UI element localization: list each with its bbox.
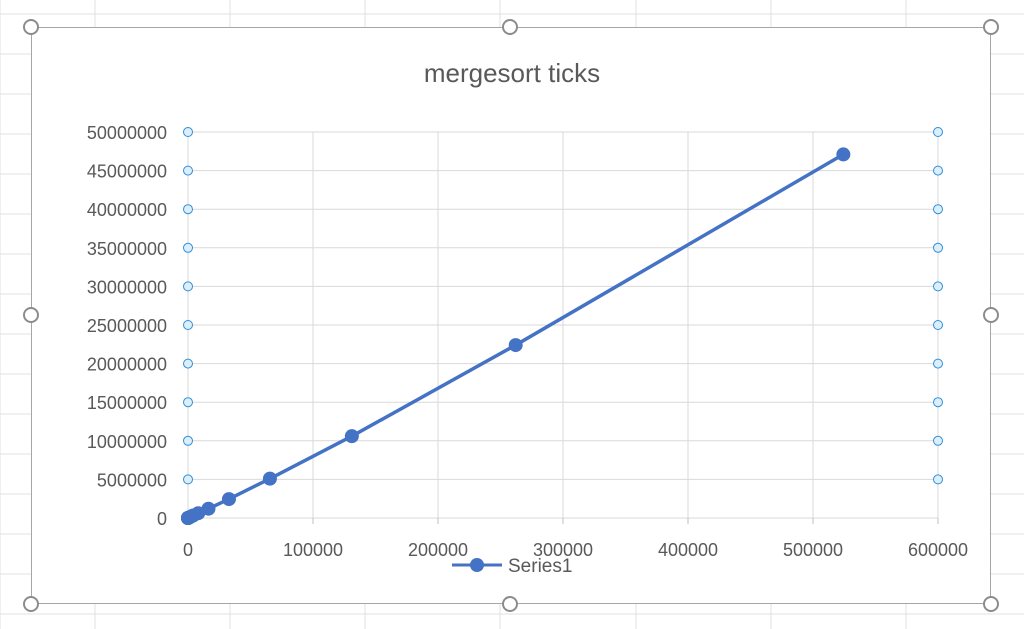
resize-handle-top-right[interactable] bbox=[983, 19, 999, 35]
x-tick-label: 0 bbox=[183, 540, 193, 560]
y-tick-label: 35000000 bbox=[87, 239, 167, 259]
data-point[interactable] bbox=[836, 147, 851, 162]
y-tick-label: 15000000 bbox=[87, 393, 167, 413]
axis-selection-handles[interactable] bbox=[183, 127, 943, 485]
x-tick-label: 500000 bbox=[783, 540, 843, 560]
chart-title: mergesort ticks bbox=[424, 58, 600, 88]
y-tick-label: 20000000 bbox=[87, 355, 167, 375]
resize-handle-top-center[interactable] bbox=[502, 19, 518, 35]
plot-area-handle[interactable] bbox=[933, 281, 943, 292]
series-layer bbox=[181, 147, 851, 525]
resize-handle-bottom-left[interactable] bbox=[23, 596, 39, 612]
plot-area-handle[interactable] bbox=[183, 435, 193, 446]
plot-area-handle[interactable] bbox=[183, 474, 193, 485]
plot-area-handle[interactable] bbox=[183, 204, 193, 215]
data-point[interactable] bbox=[262, 471, 277, 486]
legend-label: Series1 bbox=[508, 556, 572, 577]
gridlines bbox=[187, 131, 939, 524]
x-tick-label: 100000 bbox=[283, 540, 343, 560]
y-tick-label: 10000000 bbox=[87, 432, 167, 452]
plot-area-handle[interactable] bbox=[183, 242, 193, 253]
resize-handle-bottom-center[interactable] bbox=[502, 596, 518, 612]
plot-area-handle[interactable] bbox=[933, 474, 943, 485]
plot-area-handle[interactable] bbox=[933, 358, 943, 369]
x-tick-label: 400000 bbox=[658, 540, 718, 560]
plot-area-handle[interactable] bbox=[183, 281, 193, 292]
y-tick-label: 40000000 bbox=[87, 200, 167, 220]
x-tick-label: 600000 bbox=[908, 540, 968, 560]
resize-handle-top-left[interactable] bbox=[23, 19, 39, 35]
plot-area-handle[interactable] bbox=[933, 165, 943, 176]
plot-area-handle[interactable] bbox=[933, 204, 943, 215]
data-point[interactable] bbox=[221, 492, 236, 507]
y-tick-label: 5000000 bbox=[97, 470, 167, 490]
x-tick-label: 200000 bbox=[408, 540, 468, 560]
chart-area[interactable]: mergesort ticks 0 5000000 10000000 15000000… bbox=[31, 27, 991, 604]
data-point[interactable] bbox=[344, 429, 359, 444]
y-tick-label: 0 bbox=[157, 509, 167, 529]
plot-area-handle[interactable] bbox=[183, 320, 193, 330]
y-tick-label: 50000000 bbox=[87, 123, 167, 143]
y-tick-label: 25000000 bbox=[87, 316, 167, 336]
plot-area-handle[interactable] bbox=[933, 435, 943, 446]
chart-plot: mergesort ticks 050000001000000015000000… bbox=[87, 58, 968, 577]
plot-area-handle[interactable] bbox=[183, 165, 193, 176]
resize-handle-bottom-right[interactable] bbox=[983, 596, 999, 612]
axis-labels: 0500000010000000150000002000000025000000… bbox=[87, 123, 968, 560]
legend-marker-swatch bbox=[470, 558, 484, 572]
plot-area-handle[interactable] bbox=[183, 127, 193, 137]
x-tick-label: 300000 bbox=[533, 540, 593, 560]
plot-area-handle[interactable] bbox=[933, 127, 943, 137]
plot-area-handle[interactable] bbox=[933, 242, 943, 253]
y-tick-label: 30000000 bbox=[87, 277, 167, 297]
plot-area-handle[interactable] bbox=[933, 397, 943, 408]
data-point[interactable] bbox=[508, 338, 523, 353]
plot-area-handle[interactable] bbox=[183, 358, 193, 369]
resize-handle-middle-left[interactable] bbox=[23, 307, 39, 323]
plot-area-handle[interactable] bbox=[933, 320, 943, 330]
y-tick-label: 45000000 bbox=[87, 162, 167, 182]
legend[interactable]: Series1 bbox=[452, 556, 572, 577]
resize-handle-middle-right[interactable] bbox=[983, 307, 999, 323]
data-point[interactable] bbox=[201, 501, 216, 516]
plot-area-handle[interactable] bbox=[183, 397, 193, 408]
